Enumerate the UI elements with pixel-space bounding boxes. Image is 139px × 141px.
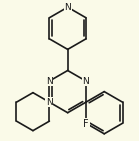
Text: N: N (46, 77, 53, 86)
Text: N: N (64, 3, 71, 12)
Text: N: N (83, 77, 89, 86)
Text: F: F (83, 119, 89, 129)
Text: N: N (46, 98, 53, 107)
